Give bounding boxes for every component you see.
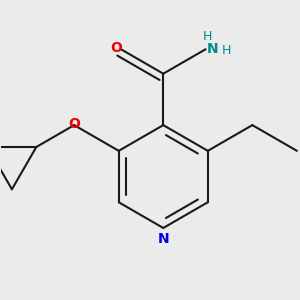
Text: O: O	[68, 118, 80, 131]
Text: H: H	[221, 44, 231, 57]
Text: O: O	[110, 40, 122, 55]
Text: N: N	[207, 42, 219, 56]
Text: N: N	[158, 232, 169, 246]
Text: H: H	[202, 30, 212, 43]
